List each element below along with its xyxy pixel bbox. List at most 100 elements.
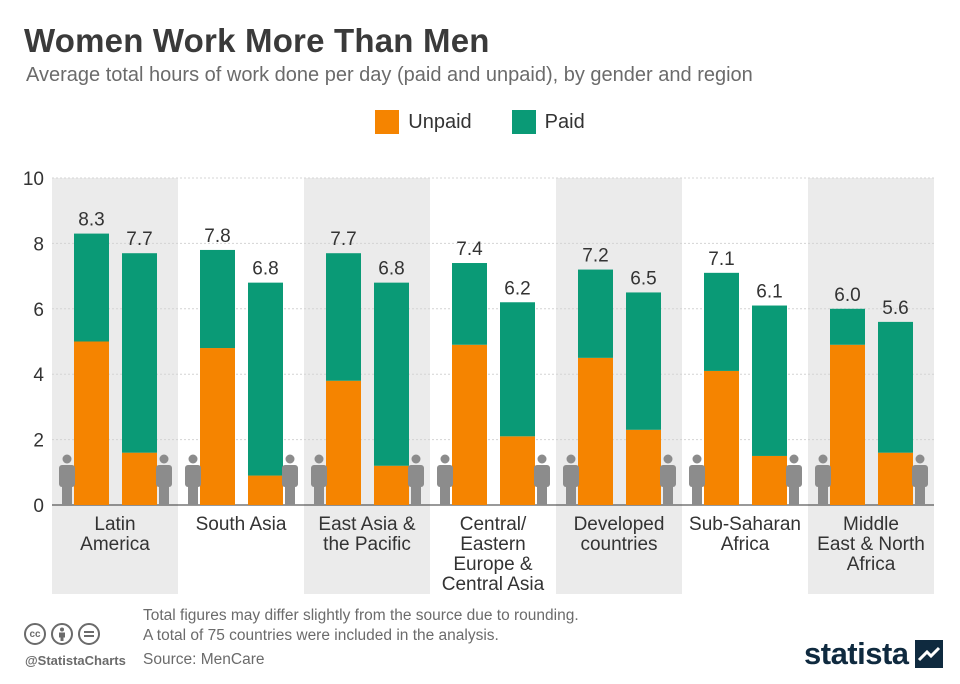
- bar-women-paid: [74, 233, 109, 342]
- total-label-men: 6.8: [252, 259, 278, 280]
- statista-logo: statista: [804, 636, 943, 672]
- category-label: Middle: [843, 514, 899, 535]
- y-tick-label: 6: [33, 300, 44, 321]
- bar-women-paid: [830, 308, 865, 345]
- category-label: Central Asia: [442, 574, 545, 595]
- bar-women-unpaid: [326, 380, 361, 505]
- category-label: Central/: [460, 514, 527, 535]
- category-label: Africa: [847, 554, 896, 575]
- woman-icon: [185, 454, 201, 505]
- footnote-line-1: Total figures may differ slightly from t…: [143, 607, 579, 624]
- bar-women-unpaid: [830, 344, 865, 505]
- total-label-men: 5.6: [882, 298, 908, 319]
- bar-men-paid: [500, 302, 535, 437]
- man-icon: [534, 454, 550, 505]
- bar-men-unpaid: [374, 465, 409, 505]
- no-derivatives-icon: [78, 623, 100, 645]
- legend-swatch-paid: [511, 110, 536, 134]
- category-label: the Pacific: [323, 534, 411, 555]
- bar-women-unpaid: [74, 341, 109, 505]
- attribution-icon: [51, 623, 73, 645]
- legend-label-unpaid: Unpaid: [408, 110, 472, 133]
- total-label-men: 6.8: [378, 259, 404, 280]
- bar-men-paid: [122, 253, 157, 453]
- bar-women-paid: [326, 253, 361, 381]
- woman-icon: [59, 454, 75, 505]
- woman-icon: [311, 454, 327, 505]
- category-label: America: [80, 534, 150, 555]
- bar-men-paid: [752, 305, 787, 456]
- bar-men-unpaid: [248, 475, 283, 505]
- bar-women-paid: [704, 272, 739, 371]
- legend-item-unpaid: Unpaid: [375, 110, 472, 134]
- y-tick-label: 10: [23, 169, 44, 190]
- y-tick-label: 8: [33, 234, 44, 255]
- legend-label-paid: Paid: [544, 110, 585, 133]
- category-label: Europe &: [453, 554, 533, 575]
- bar-women-unpaid: [578, 357, 613, 505]
- man-icon: [156, 454, 172, 505]
- y-tick-label: 0: [33, 496, 44, 517]
- source-note: Source: MenCare: [143, 651, 265, 668]
- category-label: East Asia &: [318, 514, 415, 535]
- bar-men-unpaid: [500, 436, 535, 505]
- total-label-women: 8.3: [78, 210, 104, 231]
- woman-icon: [437, 454, 453, 505]
- woman-icon: [563, 454, 579, 505]
- category-label: East & North: [817, 534, 925, 555]
- bar-women-unpaid: [704, 370, 739, 505]
- legend-item-paid: Paid: [511, 110, 585, 134]
- bar-men-paid: [878, 321, 913, 453]
- statista-wordmark: statista: [804, 636, 909, 671]
- total-label-women: 7.1: [708, 249, 734, 270]
- total-label-men: 6.1: [756, 282, 782, 303]
- man-icon: [408, 454, 424, 505]
- twitter-handle: @StatistaCharts: [25, 653, 126, 668]
- bar-women-paid: [200, 249, 235, 349]
- statista-logo-icon: [914, 640, 943, 668]
- bar-women-unpaid: [452, 344, 487, 505]
- bar-men-unpaid: [878, 452, 913, 505]
- legend: Unpaid Paid: [0, 110, 960, 134]
- bar-men-unpaid: [752, 455, 787, 505]
- chart-subtitle: Average total hours of work done per day…: [26, 64, 753, 86]
- bar-men-paid: [626, 292, 661, 430]
- woman-icon: [689, 454, 705, 505]
- man-icon: [660, 454, 676, 505]
- category-label: Eastern: [460, 534, 525, 555]
- category-label: Developed: [574, 514, 665, 535]
- bar-women-paid: [452, 263, 487, 345]
- woman-icon: [815, 454, 831, 505]
- y-tick-label: 4: [33, 365, 44, 386]
- category-label: Africa: [721, 534, 770, 555]
- bar-women-unpaid: [200, 348, 235, 505]
- total-label-women: 7.7: [330, 229, 356, 250]
- man-icon: [282, 454, 298, 505]
- y-tick-label: 2: [33, 431, 44, 452]
- category-label: countries: [580, 534, 657, 555]
- footnote-line-2: A total of 75 countries were included in…: [143, 627, 499, 644]
- category-label: Latin: [94, 514, 135, 535]
- bar-women-paid: [578, 269, 613, 358]
- footnote: Total figures may differ slightly from t…: [143, 606, 579, 646]
- total-label-women: 7.4: [456, 239, 483, 260]
- bar-men-paid: [374, 282, 409, 466]
- total-label-women: 7.8: [204, 226, 230, 247]
- total-label-women: 7.2: [582, 246, 608, 267]
- category-label: Sub-Saharan: [689, 514, 801, 535]
- bar-men-unpaid: [122, 452, 157, 505]
- total-label-men: 6.2: [504, 278, 530, 299]
- license-icons: cc: [24, 623, 100, 645]
- total-label-men: 6.5: [630, 268, 656, 289]
- bar-men-unpaid: [626, 429, 661, 505]
- man-icon: [912, 454, 928, 505]
- total-label-women: 6.0: [834, 285, 860, 306]
- bar-men-paid: [248, 282, 283, 476]
- man-icon: [786, 454, 802, 505]
- cc-icon: cc: [24, 623, 46, 645]
- category-label: South Asia: [196, 514, 287, 535]
- chart-title: Women Work More Than Men: [24, 22, 490, 59]
- legend-swatch-unpaid: [375, 110, 400, 134]
- total-label-men: 7.7: [126, 229, 152, 250]
